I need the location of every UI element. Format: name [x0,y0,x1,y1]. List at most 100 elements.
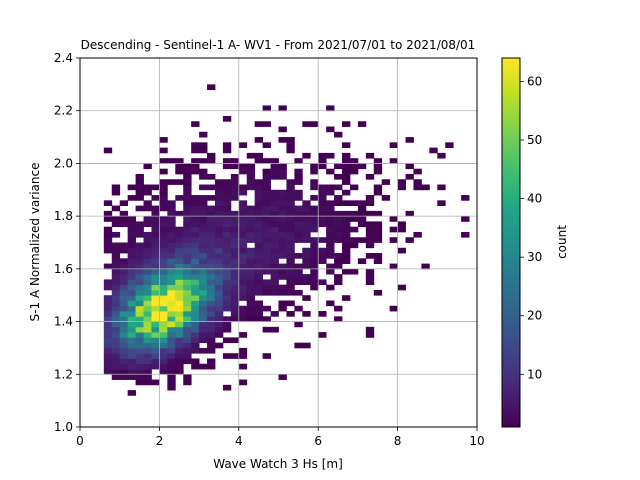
heatmap-cell [183,316,192,322]
heatmap-cell [286,237,295,243]
heatmap-cell [159,284,168,291]
heatmap-cell [127,332,136,338]
heatmap-cell [270,247,279,254]
heatmap-cell [222,253,232,259]
heatmap-cell [405,163,414,170]
heatmap-cell [310,184,319,191]
heatmap-cell [334,253,343,259]
heatmap-cell [175,369,184,375]
heatmap-cell [365,242,375,249]
heatmap-cell [167,347,176,354]
heatmap-cell [143,253,152,259]
heatmap-cell [175,253,184,259]
heatmap-cell [167,342,176,349]
heatmap-cell [175,332,184,338]
heatmap-cell [159,353,168,359]
heatmap-cell [175,268,184,275]
heatmap-cell [286,284,295,291]
heatmap-cell [357,216,367,222]
heatmap-cell [310,121,319,127]
heatmap-cell [159,326,168,333]
heatmap-cell [111,205,121,212]
heatmap-cell [286,221,295,228]
heatmap-cell [270,242,279,249]
heatmap-cell [183,379,192,386]
heatmap-cell [191,363,200,370]
heatmap-cell [246,274,256,280]
heatmap-cell [222,316,232,322]
heatmap-cell [365,210,375,217]
heatmap-cell [175,321,184,328]
colorbar-label: count [555,225,569,259]
heatmap-cell [111,289,121,296]
heatmap-cell [397,179,406,185]
heatmap-cell [135,337,144,344]
heatmap-cell [183,305,192,312]
heatmap-cell [207,268,216,275]
heatmap-cell [254,231,264,238]
heatmap-cell [222,142,232,149]
heatmap-cell [262,237,271,243]
heatmap-cell [326,210,335,217]
heatmap-cell [254,258,264,264]
heatmap-cell [222,158,232,164]
heatmap-cell [405,173,414,180]
heatmap-cell [230,173,240,180]
heatmap-cell [111,295,121,301]
x-axis: 0 2 4 6 8 10 [76,427,485,448]
heatmap-cell [222,226,232,233]
heatmap-cell [413,184,422,191]
heatmap-cell [397,221,406,228]
heatmap-cell [167,337,176,344]
heatmap-cell [207,279,216,286]
heatmap-cell [135,332,144,338]
heatmap-cell [342,216,351,222]
x-tick-label: 4 [235,434,243,448]
heatmap-cell [111,326,121,333]
heatmap-cell [119,369,129,375]
heatmap-cell [373,210,383,217]
heatmap-cell [127,274,136,280]
heatmap-cell [230,353,240,359]
heatmap-cell [254,247,264,254]
heatmap-cell [191,247,200,254]
y-tick-label: 2.0 [54,156,73,170]
heatmap-cell [254,300,264,307]
heatmap-cell [302,121,311,127]
heatmap-cell [135,295,144,301]
heatmap-cell [119,374,129,380]
heatmap-cell [159,279,168,286]
heatmap-cell [230,189,240,196]
heatmap-cell [159,200,168,206]
heatmap-cell [326,231,335,238]
heatmap-cell [135,263,144,270]
heatmap-cell [143,332,152,338]
heatmap-cell [119,268,129,275]
heatmap-cell [183,274,192,280]
heatmap-cell [222,326,232,333]
heatmap-cell [175,363,184,370]
heatmap-cell [207,295,216,301]
heatmap-cell [183,173,192,180]
heatmap-cell [381,179,391,185]
heatmap-cell [254,184,264,191]
heatmap-cell [199,142,208,149]
heatmap-cell [278,284,287,291]
heatmap-cell [214,268,224,275]
heatmap-cell [183,337,192,344]
heatmap-cell [127,311,136,317]
heatmap-cell [278,231,287,238]
heatmap-cell [310,210,319,217]
heatmap-cell [199,205,208,212]
heatmap-cell [143,205,152,212]
heatmap-cell [294,216,303,222]
heatmap-cell [127,353,136,359]
heatmap-cell [238,210,248,217]
heatmap-cell [222,242,232,249]
heatmap-cell [127,337,136,344]
heatmap-cell [278,216,287,222]
heatmap-cell [175,258,184,264]
heatmap-cell [254,179,264,185]
heatmap-cell [175,195,184,201]
heatmap-cell [262,173,271,180]
